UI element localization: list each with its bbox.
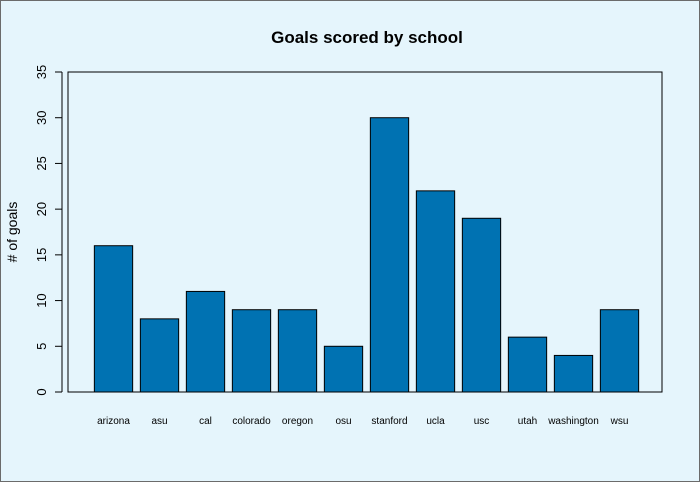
x-tick-label: ucla [426,416,445,427]
x-tick-label: stanford [371,416,407,427]
bar-cal [185,290,226,393]
bar-arizona [93,245,134,393]
bar-ucla [415,190,456,393]
bar-oregon [277,309,318,393]
y-tick-label: 5 [34,343,49,350]
x-tick-label: cal [199,416,212,427]
y-tick-label: 20 [34,202,49,216]
y-tick-label: 15 [34,248,49,262]
y-axis: 0 5 10 15 20 25 30 35 [34,65,62,396]
bar-wsu [599,309,640,393]
bar-washington [553,354,594,393]
x-axis-labels: arizona asu cal colorado oregon osu stanford uc… [97,416,628,427]
bar-osu [323,345,364,393]
x-tick-label: utah [518,416,537,427]
bar-asu [139,318,180,393]
bar-usc [461,217,502,393]
x-tick-label: washington [547,416,599,427]
y-tick-label: 10 [34,293,49,307]
x-tick-label: colorado [232,416,271,427]
bar-stanford [369,117,410,393]
x-tick-label: arizona [97,416,130,427]
y-tick-label: 30 [34,110,49,124]
x-tick-label: wsu [610,416,629,427]
x-tick-label: usc [474,416,490,427]
y-tick-label: 0 [34,388,49,395]
bar-colorado [231,309,272,393]
plot-area-border [67,71,663,393]
bar-utah [507,336,548,393]
x-tick-label: asu [151,416,167,427]
x-tick-label: oregon [282,416,313,427]
chart-title: Goals scored by school [271,28,463,47]
y-axis-label: # of goals [4,202,20,263]
bars-group [93,117,640,393]
y-tick-label: 35 [34,65,49,79]
y-tick-label: 25 [34,156,49,170]
x-tick-label: osu [335,416,351,427]
